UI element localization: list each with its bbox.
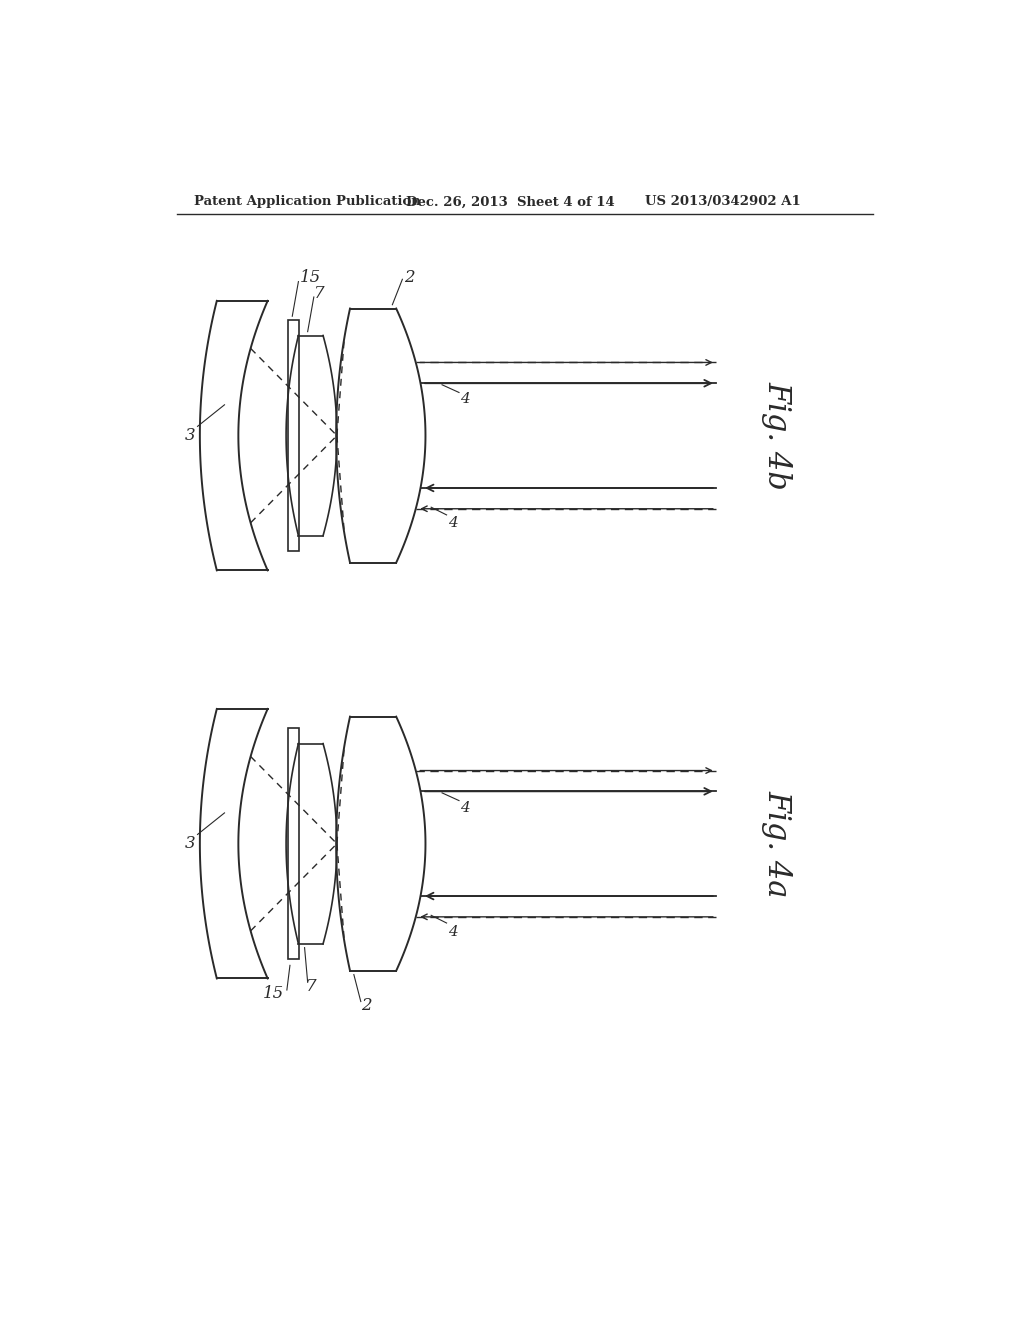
- Text: 2: 2: [403, 269, 415, 286]
- Text: 15: 15: [300, 269, 322, 286]
- Text: US 2013/0342902 A1: US 2013/0342902 A1: [645, 195, 801, 209]
- Text: Fig. 4b: Fig. 4b: [762, 381, 793, 490]
- Polygon shape: [336, 309, 425, 562]
- Polygon shape: [200, 301, 267, 570]
- Text: 2: 2: [361, 997, 372, 1014]
- Polygon shape: [336, 717, 425, 970]
- Text: Fig. 4a: Fig. 4a: [762, 789, 793, 898]
- Polygon shape: [286, 335, 337, 536]
- Polygon shape: [286, 743, 337, 944]
- Text: 4: 4: [461, 800, 470, 814]
- Text: Patent Application Publication: Patent Application Publication: [194, 195, 421, 209]
- Text: 15: 15: [263, 985, 285, 1002]
- Text: 4: 4: [461, 392, 470, 407]
- Text: 4: 4: [449, 516, 458, 531]
- Text: 3: 3: [184, 836, 196, 853]
- Text: Dec. 26, 2013  Sheet 4 of 14: Dec. 26, 2013 Sheet 4 of 14: [407, 195, 615, 209]
- Text: 3: 3: [184, 428, 196, 444]
- Text: 7: 7: [306, 978, 316, 995]
- Bar: [289, 729, 299, 960]
- Bar: [289, 321, 299, 552]
- Text: 7: 7: [313, 285, 325, 302]
- Polygon shape: [200, 709, 267, 978]
- Text: 4: 4: [449, 924, 458, 939]
